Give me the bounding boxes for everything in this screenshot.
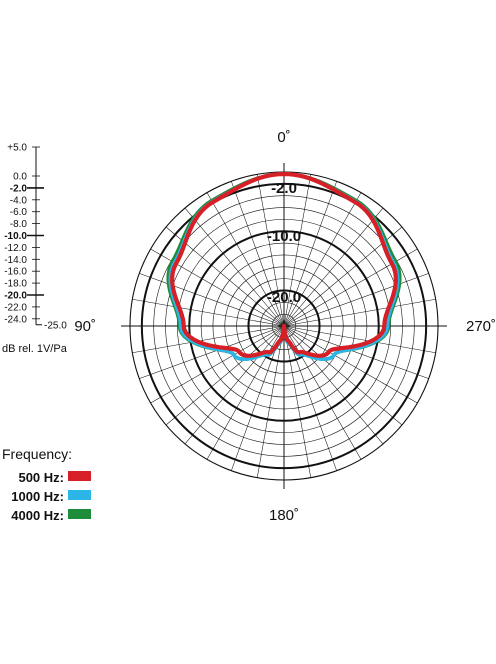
legend: Frequency: 500 Hz: 1000 Hz: 4000 Hz: [2, 446, 91, 523]
angle-labels: 0˚ 90˚ 180˚ 270˚ [74, 129, 496, 524]
angle-label: 180˚ [269, 507, 299, 524]
spoke-line [283, 174, 312, 327]
series-curves [166, 171, 402, 362]
spoke-line [283, 181, 337, 327]
scale-tick-label: -22.0 [4, 302, 27, 313]
spoke-line [150, 325, 285, 404]
scale-tick-label: -10.0 [4, 231, 27, 242]
spoke-line [256, 325, 285, 478]
scale-tick-label: -24.0 [4, 314, 27, 325]
spoke-line [139, 273, 285, 327]
scale-tick-label: -2.0 [10, 183, 28, 194]
ring-label: -10.0 [267, 228, 301, 245]
spoke-line [283, 325, 312, 478]
legend-label: 1000 Hz: [11, 489, 64, 504]
spoke-line [256, 174, 285, 327]
scale-tick-label: -14.0 [4, 255, 27, 266]
legend-title: Frequency: [2, 446, 72, 462]
scale-tick-label: +5.0 [7, 143, 27, 154]
scale-tick-label: -4.0 [10, 195, 28, 206]
spoke-line [206, 325, 285, 460]
spoke-line [132, 298, 285, 327]
scale-tick-label: -8.0 [10, 219, 28, 230]
scale-tick-label: 0.0 [13, 172, 27, 183]
radial-unit-label: dB rel. 1V/Pa [2, 343, 68, 355]
ring-label: -2.0 [271, 180, 297, 197]
spoke-line [283, 192, 362, 327]
spoke-line [283, 325, 429, 379]
series-curve-1 [170, 171, 398, 358]
spoke-line [231, 181, 285, 327]
spoke-line [283, 298, 436, 327]
scale-tick-label: -25.0 [44, 320, 67, 331]
spoke-line [184, 207, 285, 327]
scale-tick-label: -16.0 [4, 267, 27, 278]
legend-swatch [68, 490, 91, 500]
scale-tick-label: -6.0 [10, 207, 28, 218]
db-scale: +5.00.0-2.0-4.0-6.0-8.0-10.0-12.0-14.0-1… [4, 143, 67, 332]
spoke-line [283, 325, 403, 426]
legend-label: 500 Hz: [18, 470, 64, 485]
angle-label: 90˚ [74, 318, 96, 335]
spoke-line [283, 325, 362, 460]
spoke-line [283, 325, 436, 354]
spoke-line [132, 325, 285, 354]
ring-labels: -2.0 -10.0 -20.0 [267, 180, 301, 306]
angle-label: 0˚ [277, 129, 290, 146]
polar-grid [121, 163, 447, 489]
legend-swatch [68, 509, 91, 519]
scale-tick-label: -18.0 [4, 279, 27, 290]
spoke-line [283, 207, 384, 327]
spoke-line [184, 325, 285, 445]
spoke-line [139, 325, 285, 379]
scale-tick-label: -12.0 [4, 243, 27, 254]
scale-tick-label: -20.0 [4, 291, 27, 302]
spoke-line [165, 325, 285, 426]
spoke-line [206, 192, 285, 327]
legend-label: 4000 Hz: [11, 508, 64, 523]
angle-label: 270˚ [466, 318, 496, 335]
spoke-line [283, 325, 384, 445]
spoke-line [283, 325, 418, 404]
spoke-line [283, 273, 429, 327]
ring-label: -20.0 [267, 289, 301, 306]
legend-swatch [68, 471, 91, 481]
